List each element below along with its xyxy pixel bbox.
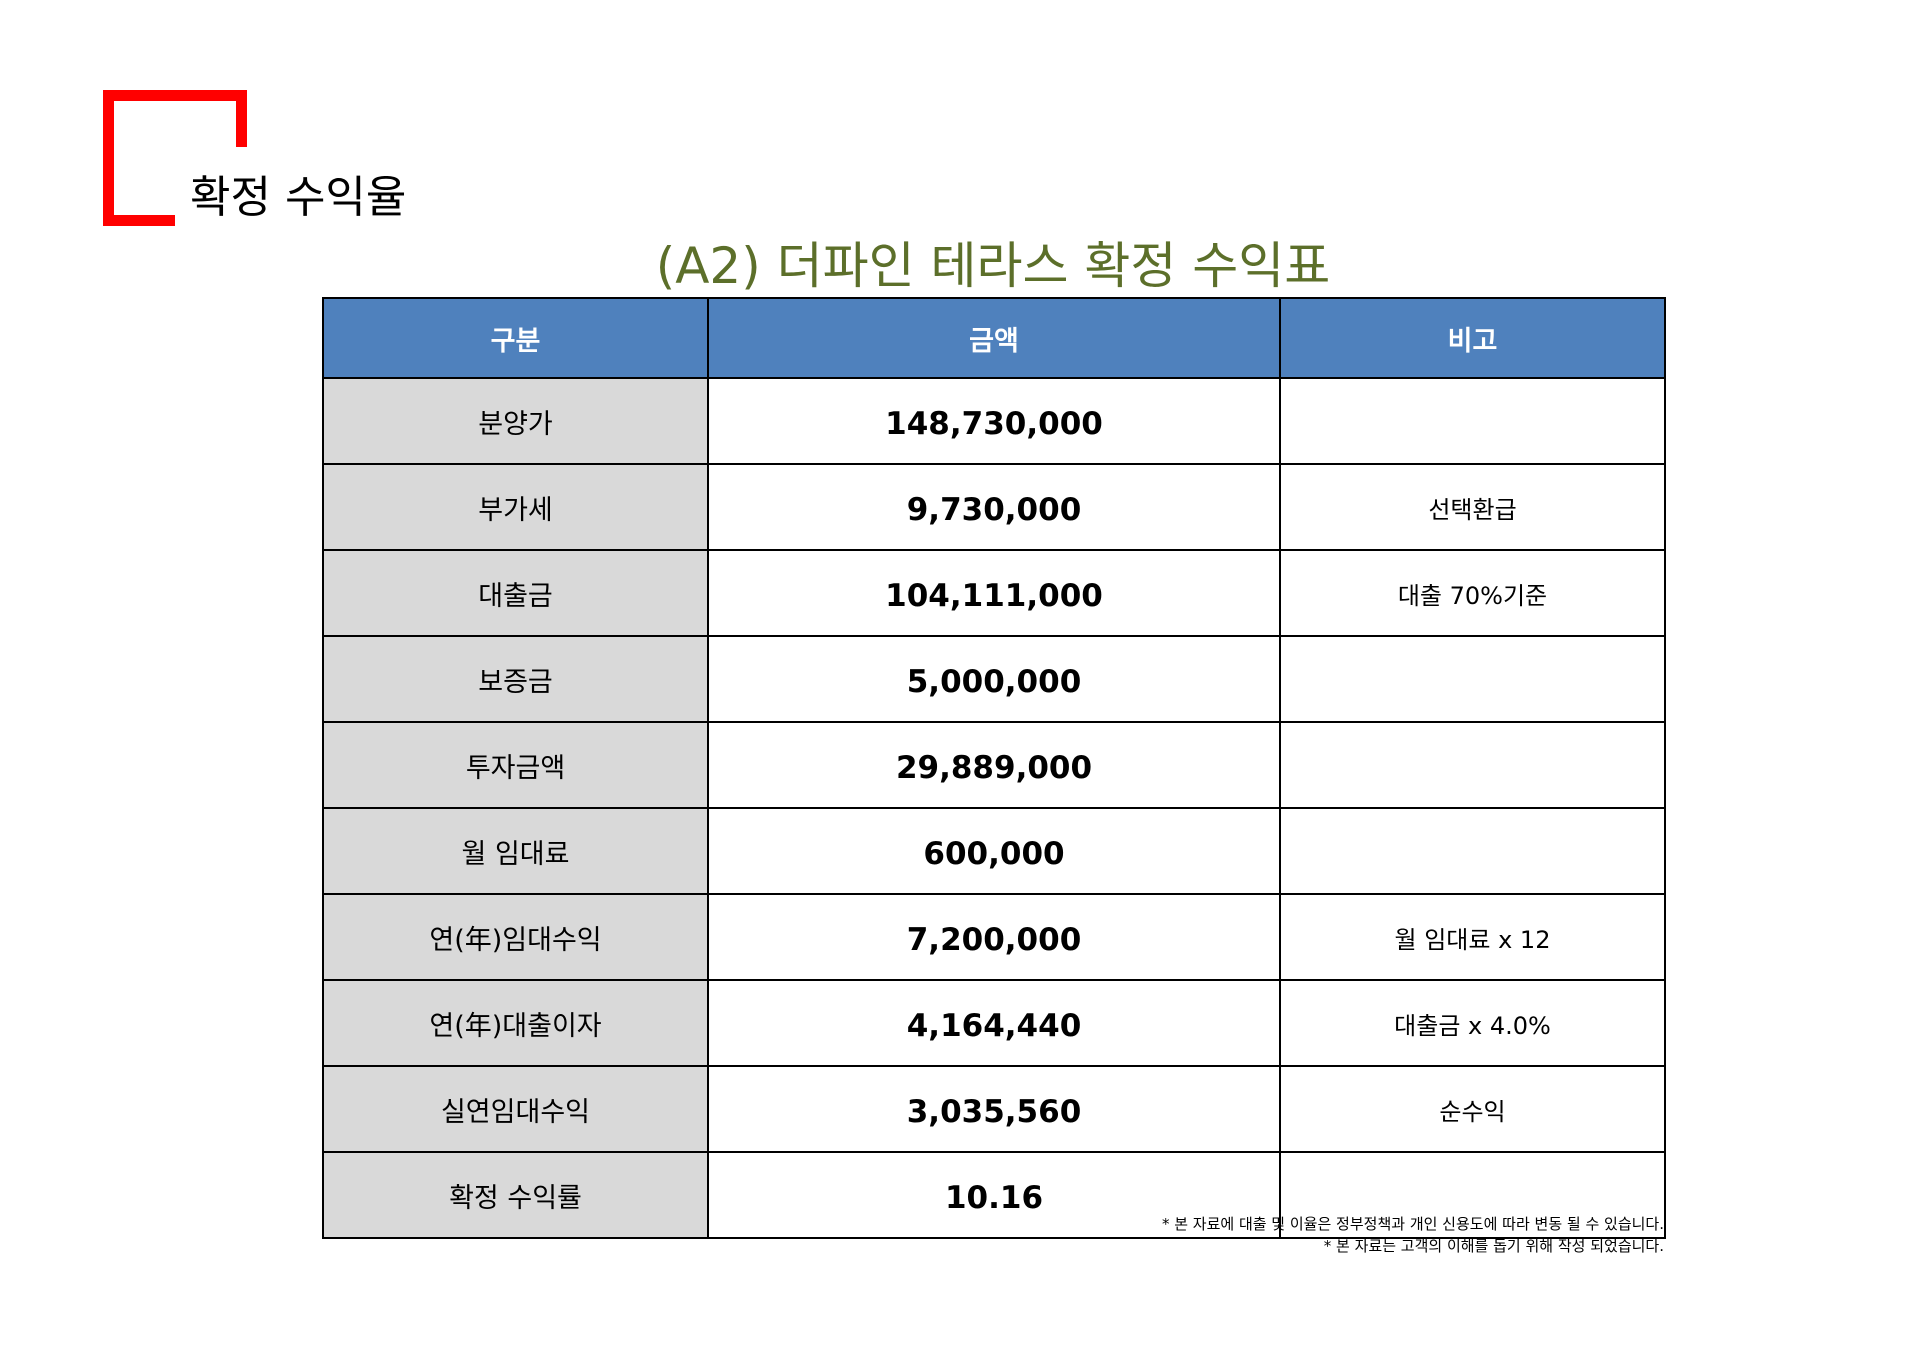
table-title: (A2) 더파인 테라스 확정 수익표 (655, 237, 1331, 295)
row-amount: 148,730,000 (707, 377, 1281, 465)
row-label: 월 임대료 (322, 807, 709, 895)
bracket-top (103, 90, 247, 101)
row-label: 실연임대수익 (322, 1065, 709, 1153)
table-row: 대출금 104,111,000 대출 70%기준 (322, 549, 1666, 637)
row-note (1279, 377, 1666, 465)
row-amount: 29,889,000 (707, 721, 1281, 809)
table-row: 월 임대료 600,000 (322, 807, 1666, 895)
row-label: 연(年)임대수익 (322, 893, 709, 981)
footnote-purpose: * 본 자료는 고객의 이해를 돕기 위해 작성 되었습니다. (1323, 1237, 1664, 1255)
row-note: 월 임대료 x 12 (1279, 893, 1666, 981)
row-note (1279, 807, 1666, 895)
row-note (1279, 1151, 1666, 1239)
table-row: 부가세 9,730,000 선택환급 (322, 463, 1666, 551)
footnote-loan-rate: * 본 자료에 대출 및 이율은 정부정책과 개인 신용도에 따라 변동 될 수… (1161, 1215, 1664, 1233)
row-note: 순수익 (1279, 1065, 1666, 1153)
row-label: 연(年)대출이자 (322, 979, 709, 1067)
row-amount: 600,000 (707, 807, 1281, 895)
table-header-row: 구분 금액 비고 (322, 297, 1666, 379)
row-label: 대출금 (322, 549, 709, 637)
table-row: 투자금액 29,889,000 (322, 721, 1666, 809)
header-category: 구분 (322, 297, 709, 379)
row-amount: 7,200,000 (707, 893, 1281, 981)
bracket-bottom (103, 215, 175, 226)
table-row: 보증금 5,000,000 (322, 635, 1666, 723)
yield-table: 구분 금액 비고 분양가 148,730,000 부가세 9,730,000 선… (322, 297, 1666, 1239)
section-heading: 확정 수익율 (190, 172, 407, 223)
table-row: 연(年)대출이자 4,164,440 대출금 x 4.0% (322, 979, 1666, 1067)
table-row: 연(年)임대수익 7,200,000 월 임대료 x 12 (322, 893, 1666, 981)
footnotes: * 본 자료에 대출 및 이율은 정부정책과 개인 신용도에 따라 변동 될 수… (1162, 1213, 1664, 1257)
row-amount: 9,730,000 (707, 463, 1281, 551)
row-note: 선택환급 (1279, 463, 1666, 551)
row-note (1279, 635, 1666, 723)
row-note: 대출금 x 4.0% (1279, 979, 1666, 1067)
bracket-left (103, 90, 114, 226)
row-label: 확정 수익률 (322, 1151, 709, 1239)
row-label: 투자금액 (322, 721, 709, 809)
row-note (1279, 721, 1666, 809)
row-amount: 4,164,440 (707, 979, 1281, 1067)
row-label: 분양가 (322, 377, 709, 465)
row-amount: 3,035,560 (707, 1065, 1281, 1153)
table-row: 확정 수익률 10.16 (322, 1151, 1666, 1239)
row-note: 대출 70%기준 (1279, 549, 1666, 637)
row-amount: 10.16 (707, 1151, 1281, 1239)
row-label: 보증금 (322, 635, 709, 723)
header-note: 비고 (1279, 297, 1666, 379)
row-amount: 5,000,000 (707, 635, 1281, 723)
table-row: 실연임대수익 3,035,560 순수익 (322, 1065, 1666, 1153)
header-amount: 금액 (707, 297, 1281, 379)
red-corner-bracket (103, 90, 247, 226)
row-label: 부가세 (322, 463, 709, 551)
row-amount: 104,111,000 (707, 549, 1281, 637)
bracket-right (236, 90, 247, 147)
table-row: 분양가 148,730,000 (322, 377, 1666, 465)
